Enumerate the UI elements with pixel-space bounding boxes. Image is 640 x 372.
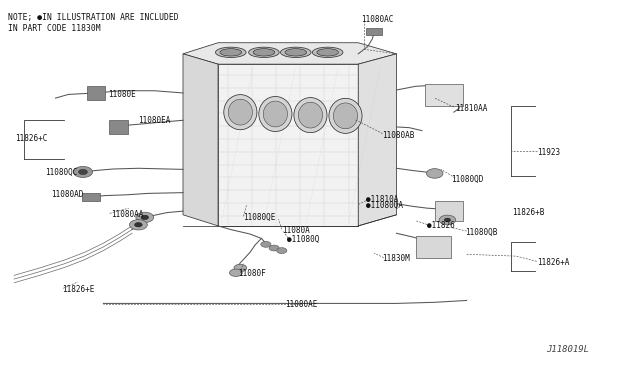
Text: 11830M: 11830M xyxy=(383,254,410,263)
Circle shape xyxy=(426,169,443,178)
Text: 11826+B: 11826+B xyxy=(513,208,545,217)
FancyBboxPatch shape xyxy=(415,236,451,258)
Text: 11080AA: 11080AA xyxy=(111,210,143,219)
Text: ●11826: ●11826 xyxy=(427,221,455,230)
Text: ●11080Q: ●11080Q xyxy=(287,235,319,244)
Circle shape xyxy=(74,166,93,177)
Text: 11080E: 11080E xyxy=(108,90,136,99)
Circle shape xyxy=(136,212,154,222)
Text: ●11810A: ●11810A xyxy=(366,195,398,204)
Text: 11810AA: 11810AA xyxy=(455,104,488,113)
Ellipse shape xyxy=(280,47,311,58)
Text: 11080QB: 11080QB xyxy=(465,228,498,237)
Ellipse shape xyxy=(224,94,257,130)
Text: J118019L: J118019L xyxy=(546,345,589,354)
Ellipse shape xyxy=(248,47,279,58)
FancyBboxPatch shape xyxy=(435,201,463,221)
Circle shape xyxy=(276,248,287,254)
Text: ●11080QA: ●11080QA xyxy=(366,201,403,210)
Text: 11080AC: 11080AC xyxy=(362,15,394,23)
Text: 11080AB: 11080AB xyxy=(383,131,415,140)
Ellipse shape xyxy=(263,101,287,127)
FancyBboxPatch shape xyxy=(109,120,128,134)
Polygon shape xyxy=(183,54,218,226)
FancyBboxPatch shape xyxy=(82,193,100,201)
Polygon shape xyxy=(358,54,396,226)
FancyBboxPatch shape xyxy=(87,86,104,100)
Ellipse shape xyxy=(220,49,242,56)
Polygon shape xyxy=(183,43,396,64)
Polygon shape xyxy=(218,64,358,226)
Text: 11080A: 11080A xyxy=(282,226,310,235)
Circle shape xyxy=(79,169,88,174)
FancyBboxPatch shape xyxy=(366,28,383,35)
Text: 11080AE: 11080AE xyxy=(285,300,317,310)
Circle shape xyxy=(439,215,456,225)
Ellipse shape xyxy=(285,49,307,56)
Circle shape xyxy=(141,215,148,219)
Text: NOTE; ●IN ILLUSTRATION ARE INCLUDED
IN PART CODE 11830M: NOTE; ●IN ILLUSTRATION ARE INCLUDED IN P… xyxy=(8,13,179,33)
Text: 11826+C: 11826+C xyxy=(15,134,48,142)
Text: 11080EA: 11080EA xyxy=(138,116,171,125)
Ellipse shape xyxy=(298,102,323,128)
Circle shape xyxy=(269,245,279,251)
Circle shape xyxy=(444,218,451,222)
Ellipse shape xyxy=(329,98,362,134)
Ellipse shape xyxy=(333,103,358,129)
Ellipse shape xyxy=(253,49,275,56)
Ellipse shape xyxy=(228,99,252,125)
Ellipse shape xyxy=(259,96,292,132)
Circle shape xyxy=(134,222,142,227)
Text: 11080AD: 11080AD xyxy=(51,190,83,199)
Ellipse shape xyxy=(216,47,246,58)
Text: 11080QC: 11080QC xyxy=(45,167,77,176)
Text: 11080QD: 11080QD xyxy=(451,175,483,184)
Text: 11080QE: 11080QE xyxy=(244,213,276,222)
Text: 11080F: 11080F xyxy=(239,269,266,278)
Circle shape xyxy=(260,241,271,247)
Ellipse shape xyxy=(317,49,339,56)
Text: 11923: 11923 xyxy=(537,148,560,157)
Ellipse shape xyxy=(312,47,343,58)
Circle shape xyxy=(230,269,243,276)
Text: 11826+E: 11826+E xyxy=(62,285,94,294)
Ellipse shape xyxy=(294,97,327,133)
Circle shape xyxy=(129,219,147,230)
Circle shape xyxy=(234,264,246,272)
Text: 11826+A: 11826+A xyxy=(537,258,569,267)
FancyBboxPatch shape xyxy=(425,84,463,106)
